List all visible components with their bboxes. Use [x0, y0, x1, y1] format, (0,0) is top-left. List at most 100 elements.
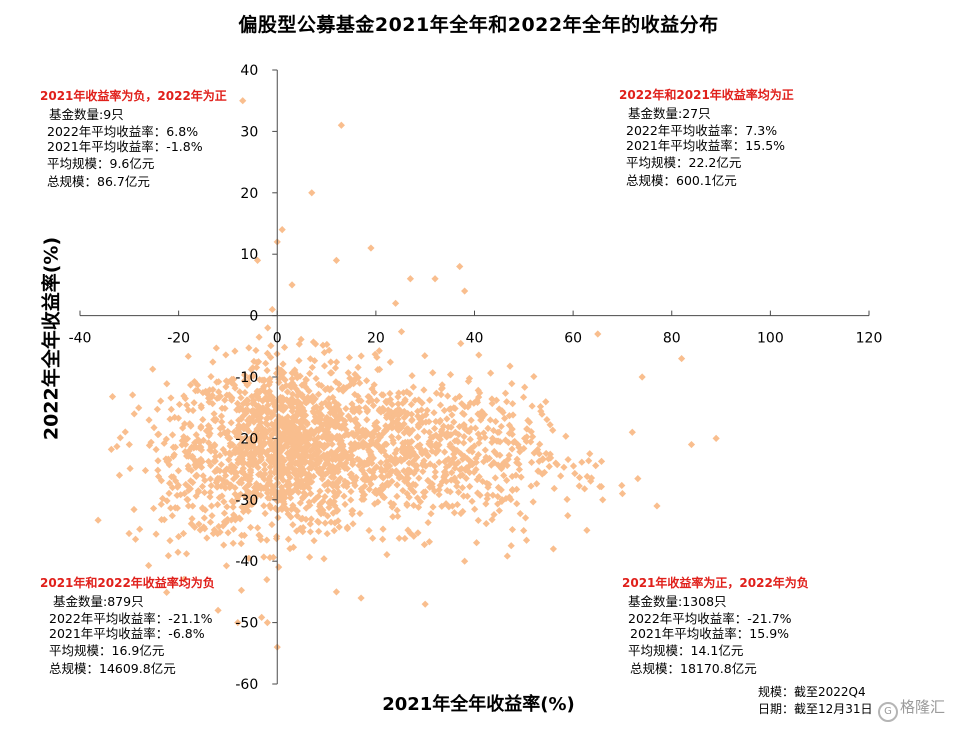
data-point	[234, 399, 242, 408]
data-point	[331, 411, 339, 420]
data-point	[386, 395, 395, 404]
data-point	[263, 366, 271, 375]
data-point	[233, 406, 241, 414]
data-point	[306, 369, 314, 378]
data-point	[451, 395, 459, 403]
data-point	[197, 404, 205, 412]
data-point	[199, 415, 207, 424]
data-point	[472, 465, 480, 474]
data-point	[472, 539, 481, 547]
data-point	[229, 525, 238, 533]
y-tick-label: -40	[235, 554, 258, 570]
data-point	[388, 400, 396, 409]
data-point	[207, 373, 215, 381]
data-point	[333, 506, 341, 514]
data-point	[197, 446, 206, 454]
x-tick-label: 40	[466, 331, 484, 347]
data-point	[528, 402, 536, 410]
data-point	[309, 392, 317, 400]
x-tick-label: 60	[564, 331, 582, 347]
data-point	[239, 467, 247, 476]
data-point	[259, 404, 267, 412]
data-point	[454, 438, 462, 446]
data-point	[288, 281, 296, 289]
data-point	[207, 443, 215, 451]
data-point	[459, 507, 467, 516]
data-point	[299, 433, 307, 441]
data-point	[210, 526, 218, 534]
data-point	[268, 420, 276, 428]
data-point	[508, 425, 516, 433]
data-point	[257, 454, 265, 462]
data-point	[218, 418, 226, 426]
data-point	[468, 448, 476, 456]
data-point	[267, 409, 275, 417]
data-point	[295, 356, 303, 365]
data-point	[334, 465, 342, 473]
data-point	[461, 287, 469, 295]
data-point	[436, 401, 445, 409]
data-point	[231, 347, 239, 355]
data-point	[505, 451, 513, 459]
data-point	[209, 529, 217, 538]
data-point	[167, 394, 175, 402]
data-point	[522, 536, 531, 544]
data-point	[223, 503, 231, 511]
data-point	[410, 469, 418, 477]
data-point	[236, 446, 244, 454]
data-point	[403, 452, 412, 461]
data-point	[312, 494, 320, 502]
data-point	[444, 392, 452, 400]
data-point	[329, 462, 337, 471]
data-point	[455, 430, 463, 439]
y-tick-label: 20	[240, 186, 258, 202]
data-point	[379, 474, 387, 482]
data-point	[177, 491, 185, 499]
data-point	[389, 423, 397, 431]
data-point	[445, 503, 453, 511]
quadrant-annotation-bottom-left: 2021年和2022年收益率均为负 基金数量:879只 2022年平均收益率：-…	[40, 576, 215, 676]
data-point	[446, 371, 455, 379]
data-point	[226, 483, 234, 492]
data-point	[284, 417, 292, 426]
data-point	[236, 441, 244, 449]
data-point	[323, 340, 331, 349]
data-point	[245, 427, 253, 435]
data-point	[217, 460, 225, 469]
data-point	[365, 466, 374, 475]
data-point	[216, 528, 224, 536]
data-point	[224, 529, 232, 537]
data-point	[386, 409, 394, 417]
data-point	[436, 481, 444, 489]
data-point	[115, 471, 124, 479]
data-point	[436, 416, 444, 425]
data-point	[246, 523, 255, 532]
data-point	[258, 613, 266, 621]
data-point	[344, 454, 352, 462]
data-point	[276, 429, 284, 438]
data-point	[459, 492, 468, 500]
data-point	[432, 417, 440, 426]
data-point	[197, 463, 206, 471]
data-point	[275, 470, 283, 479]
data-point	[530, 449, 538, 457]
data-point	[287, 513, 295, 521]
data-point	[272, 452, 280, 460]
data-point	[388, 477, 396, 485]
data-point	[451, 464, 459, 472]
data-point	[375, 486, 383, 494]
data-point	[505, 412, 514, 420]
data-point	[491, 474, 499, 482]
data-point	[331, 421, 339, 429]
data-point	[263, 489, 272, 497]
data-point	[410, 501, 418, 510]
data-point	[335, 385, 343, 393]
data-point	[184, 406, 193, 414]
data-point	[283, 388, 292, 396]
data-point	[125, 529, 133, 538]
data-point	[373, 396, 381, 405]
data-point	[145, 416, 153, 424]
data-point	[173, 504, 181, 512]
data-point	[319, 341, 327, 349]
x-tick-label: -20	[167, 331, 190, 347]
